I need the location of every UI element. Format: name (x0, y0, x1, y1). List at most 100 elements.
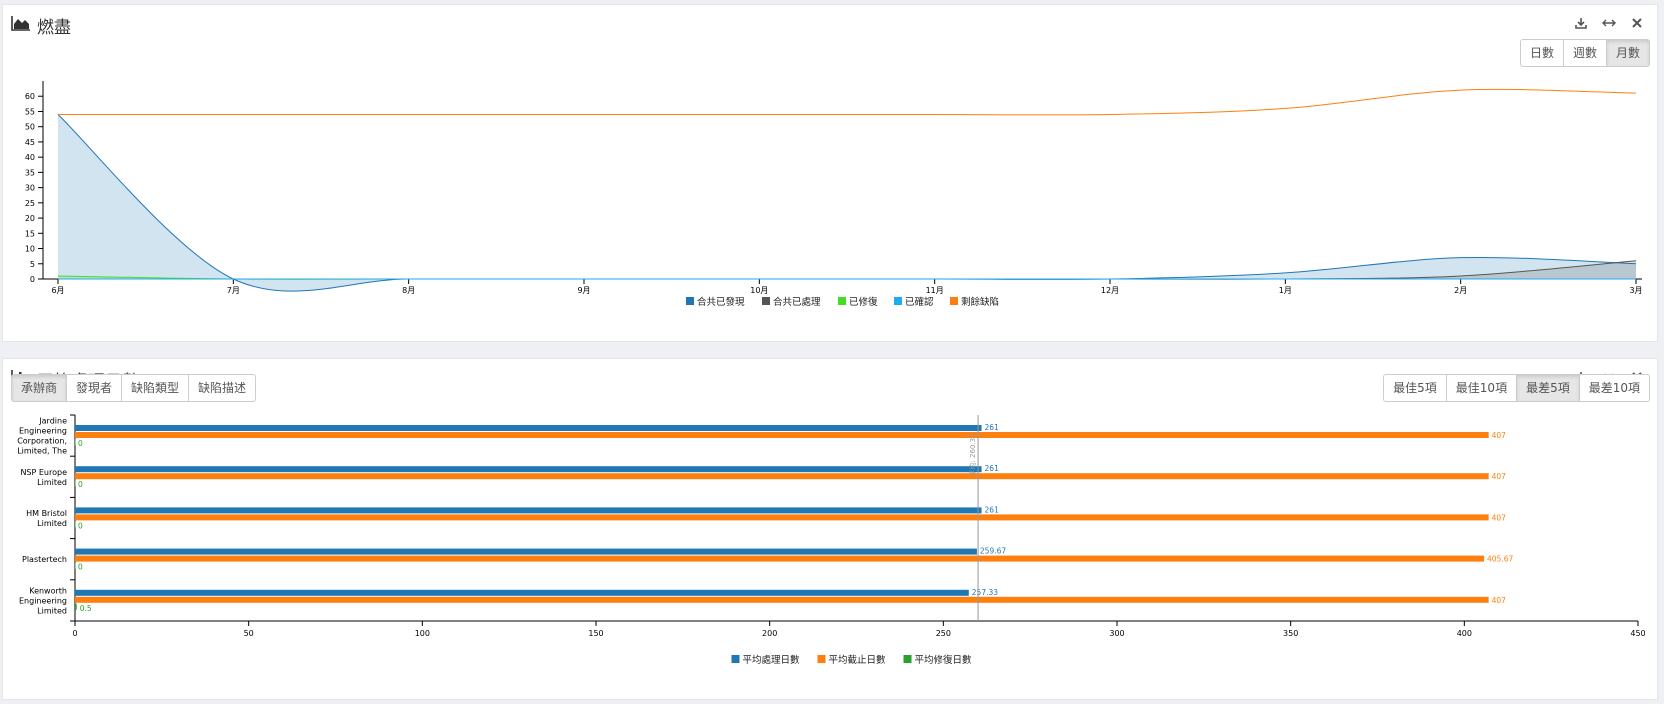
category-label: HM Bristol Limited (26, 509, 67, 528)
bar-avg-processing (75, 425, 982, 431)
bar-avg-repair (75, 480, 76, 487)
bar-avg-processing (75, 466, 982, 473)
bar-label: 261 (985, 505, 1000, 514)
category-label-line: Engineering (19, 427, 67, 436)
bar-avg-deadline (75, 596, 1489, 603)
download-icon[interactable] (1573, 15, 1589, 31)
expand-icon[interactable] (1601, 15, 1617, 31)
rank-best10-button[interactable]: 最佳10項 (1445, 374, 1518, 402)
bar-avg-processing (75, 507, 982, 514)
x-tick-label: 400 (1457, 629, 1472, 638)
legend-label: 合共已處理 (773, 296, 821, 308)
bar-label: 0.5 (80, 604, 92, 613)
bar-label: 407 (1492, 431, 1507, 440)
bar-label: 0 (78, 521, 83, 530)
bar-label: 261 (985, 464, 1000, 473)
legend-swatch (762, 297, 770, 305)
category-label-line: Kenworth (29, 586, 67, 595)
average-reference-label: 平均: 260.34 (968, 433, 977, 477)
bar-avg-repair (75, 603, 77, 610)
legend-label: 已確認 (905, 296, 934, 308)
x-tick-label: 0 (72, 629, 77, 638)
bar-label: 407 (1492, 596, 1507, 605)
y-tick-label: 20 (25, 214, 35, 223)
x-tick-label: 350 (1283, 629, 1298, 638)
y-tick-label: 5 (30, 260, 35, 269)
bar-avg-repair (75, 439, 76, 445)
bar-avg-deadline (75, 473, 1489, 480)
legend-label: 合共已發現 (697, 296, 745, 308)
series-line (58, 88, 1637, 116)
category-label-line: Limited (37, 606, 67, 615)
y-tick-label: 35 (25, 168, 35, 177)
legend-swatch (731, 655, 740, 663)
y-tick-label: 40 (25, 153, 35, 162)
burndown-panel: 燃盡 日數 週數 月數 0 5 10 15 20 25 30 35 40 45 50 55 60 6月 7月… (2, 4, 1658, 342)
rank-best5-button[interactable]: 最佳5項 (1383, 374, 1447, 402)
x-tick-label: 9月 (577, 286, 590, 295)
rank-button-group: 最佳5項 最佳10項 最差5項 最差10項 (1383, 374, 1650, 402)
range-day-button[interactable]: 日數 (1519, 39, 1564, 67)
y-tick-label: 60 (25, 92, 35, 101)
y-tick-label: 55 (25, 107, 35, 116)
group-finder-button[interactable]: 發現者 (66, 374, 123, 402)
bar-avg-processing (75, 589, 969, 596)
range-button-group: 日數 週數 月數 (1519, 39, 1650, 67)
burndown-tools (1573, 15, 1645, 31)
category-label: Kenworth Engineering Limited (19, 586, 67, 615)
legend-swatch (686, 297, 694, 305)
x-tick-label: 3月 (1629, 286, 1642, 295)
close-icon[interactable] (1629, 15, 1645, 31)
legend-swatch (903, 655, 912, 663)
x-tick-label: 50 (244, 629, 254, 638)
category-label-line: Plastertech (22, 555, 67, 564)
legend-label: 平均修復日數 (915, 654, 973, 666)
category-label-line: Corporation, (17, 437, 67, 446)
bar-avg-deadline (75, 514, 1489, 521)
category-label: Plastertech (22, 555, 67, 564)
legend-label: 平均處理日數 (743, 654, 801, 666)
y-tick-label: 0 (30, 275, 35, 284)
bar-avg-processing (75, 548, 977, 555)
x-tick-label: 200 (762, 629, 777, 638)
bar-label: 407 (1492, 472, 1507, 481)
x-tick-label: 250 (936, 629, 951, 638)
avg-days-panel: 平均處理日數 承辦商 發現者 缺陷類型 缺陷描述 最佳5項 最佳10項 最差5項… (2, 358, 1658, 700)
burndown-title: 燃盡 (37, 18, 71, 38)
legend-swatch (950, 297, 958, 305)
bar-avg-deadline (75, 555, 1485, 562)
burndown-chart: 0 5 10 15 20 25 30 35 40 45 50 55 60 6月 7月 8月 9月 10月 11月 12… (25, 81, 1643, 308)
rank-worst10-button[interactable]: 最差10項 (1578, 374, 1650, 402)
bar-label: 261 (985, 423, 1000, 432)
bar-label: 257.33 (972, 588, 998, 597)
legend-label: 平均截止日數 (829, 654, 887, 666)
y-tick-label: 30 (25, 184, 35, 193)
rank-worst5-button[interactable]: 最差5項 (1516, 374, 1580, 402)
y-tick-label: 10 (25, 245, 35, 254)
x-tick-label: 8月 (402, 286, 415, 295)
bar-avg-deadline (75, 432, 1489, 438)
category-label: Jardine Engineering Corporation, Limited, T… (17, 417, 67, 456)
range-month-button[interactable]: 月數 (1605, 39, 1650, 67)
group-contractor-button[interactable]: 承辦商 (11, 374, 68, 402)
bar-label: 0 (78, 480, 83, 489)
x-tick-label: 6月 (51, 286, 64, 295)
category-label-line: Engineering (19, 596, 67, 605)
y-tick-label: 50 (25, 123, 35, 132)
category-label-line: HM Bristol (26, 509, 67, 518)
group-defect-desc-button[interactable]: 缺陷描述 (188, 374, 257, 402)
x-tick-label: 10月 (750, 286, 768, 295)
category-label-line: Jardine (38, 417, 67, 426)
x-tick-label: 100 (415, 629, 430, 638)
area-chart-icon (11, 16, 30, 31)
bar-avg-repair (75, 521, 76, 528)
x-tick-label: 12月 (1101, 286, 1119, 295)
legend-label: 剩餘缺陷 (961, 296, 999, 308)
legend-swatch (838, 297, 846, 305)
bar-label: 0 (78, 563, 83, 572)
x-tick-label: 7月 (227, 286, 240, 295)
y-tick-label: 25 (25, 199, 35, 208)
category-label-line: Limited, The (17, 447, 67, 456)
y-tick-label: 45 (25, 138, 35, 147)
